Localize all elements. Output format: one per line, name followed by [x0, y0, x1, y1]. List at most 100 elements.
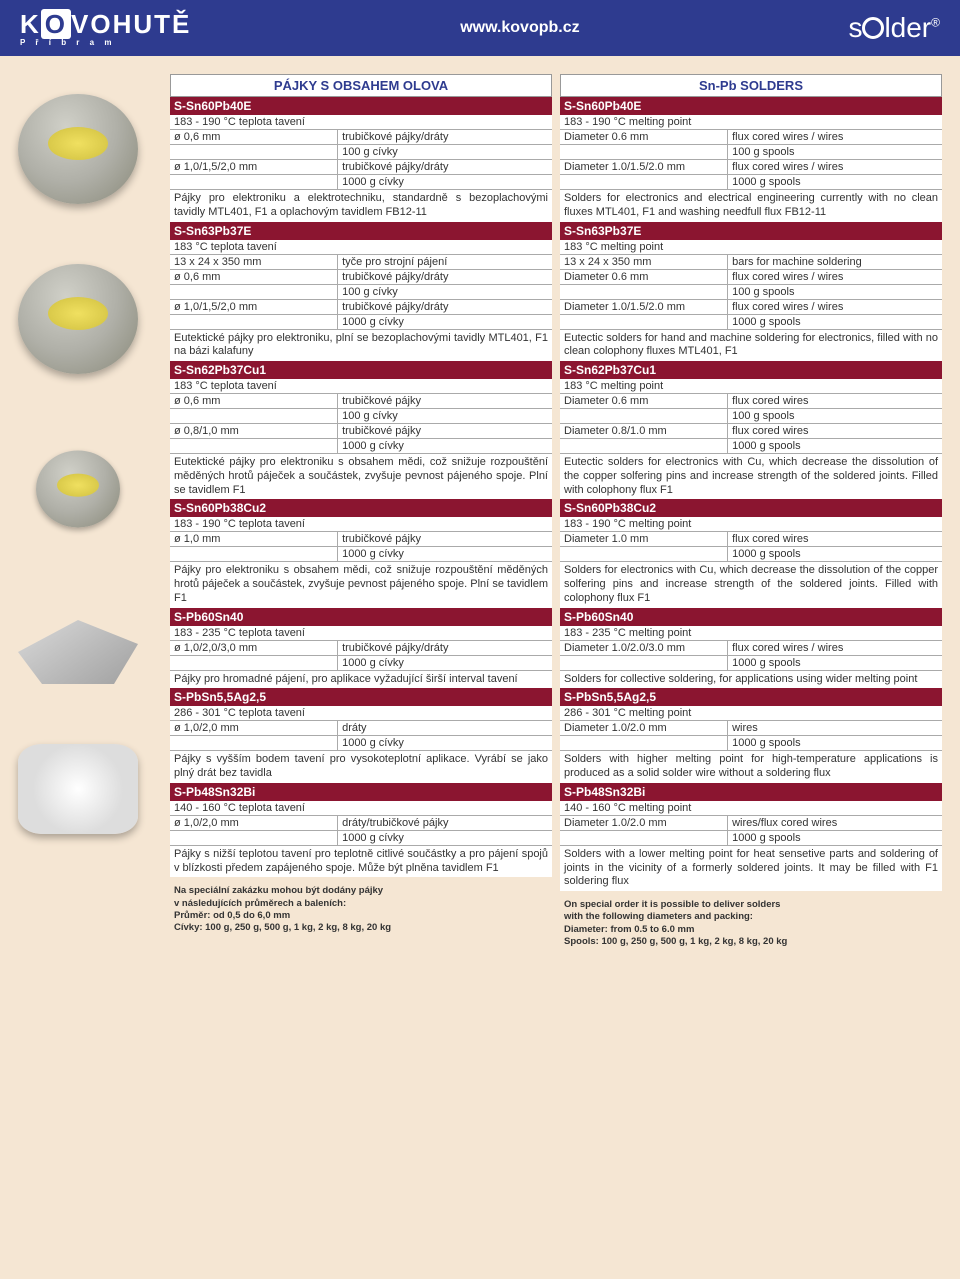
cz-data-row: ø 1,0/1,5/2,0 mmtrubičkové pájky/dráty — [170, 160, 552, 175]
cell-left — [170, 736, 338, 750]
cell-right: 100 g spools — [728, 285, 942, 299]
cz-temp-row: 183 °C teplota tavení — [170, 379, 552, 394]
cz-data-row: 1000 g cívky — [170, 831, 552, 846]
cell-left: Diameter 0.6 mm — [560, 130, 728, 144]
logo-r-s: s — [848, 12, 862, 43]
cell-left — [170, 145, 338, 159]
cell-left: 13 x 24 x 350 mm — [170, 255, 338, 269]
en-data-row: Diameter 0.8/1.0 mmflux cored wires — [560, 424, 942, 439]
cell-left — [560, 145, 728, 159]
en-data-row: 13 x 24 x 350 mmbars for machine solderi… — [560, 255, 942, 270]
cell-left: Diameter 1.0 mm — [560, 532, 728, 546]
cz-data-row: ø 0,6 mmtrubičkové pájky/dráty — [170, 130, 552, 145]
cell-left: Diameter 1.0/2.0 mm — [560, 816, 728, 830]
cell-right: wires — [728, 721, 942, 735]
cz-data-row: 13 x 24 x 350 mmtyče pro strojní pájení — [170, 255, 552, 270]
cell-left: Diameter 1.0/1.5/2.0 mm — [560, 160, 728, 174]
cell-right: 1000 g cívky — [338, 831, 552, 845]
cell-right: trubičkové pájky/dráty — [338, 160, 552, 174]
en-data-row: Diameter 0.6 mmflux cored wires / wires — [560, 130, 942, 145]
cell-right: 1000 g spools — [728, 175, 942, 189]
cell-right: 100 g cívky — [338, 285, 552, 299]
cell-right: trubičkové pájky/dráty — [338, 270, 552, 284]
cell-right: trubičkové pájky — [338, 394, 552, 408]
registered-mark: ® — [931, 16, 940, 30]
logo-r-circle — [862, 17, 884, 39]
logo-sub: P ř í b r a m — [20, 38, 191, 47]
cell-left — [560, 656, 728, 670]
en-data-row: Diameter 1.0/1.5/2.0 mmflux cored wires … — [560, 300, 942, 315]
logo-pre: K — [20, 9, 41, 39]
main-content: PÁJKY S OBSAHEM OLOVAS-Sn60Pb40E183 - 19… — [0, 56, 960, 966]
cell-left — [560, 409, 728, 423]
cell-left: ø 0,8/1,0 mm — [170, 424, 338, 438]
en-section-header: S-PbSn5,5Ag2,5 — [560, 688, 942, 706]
cell-left — [170, 547, 338, 561]
cz-description: Pájky pro elektroniku s obsahem mědi, co… — [170, 562, 552, 607]
cell-right: 1000 g spools — [728, 736, 942, 750]
cell-right: trubičkové pájky/dráty — [338, 641, 552, 655]
cell-left — [170, 409, 338, 423]
en-section-header: S-Sn60Pb40E — [560, 97, 942, 115]
cz-data-row: ø 1,0/1,5/2,0 mmtrubičkové pájky/dráty — [170, 300, 552, 315]
en-data-row: 1000 g spools — [560, 315, 942, 330]
cz-description: Pájky pro hromadné pájení, pro aplikace … — [170, 671, 552, 689]
en-title: Sn-Pb SOLDERS — [560, 74, 942, 97]
cell-left: ø 1,0/1,5/2,0 mm — [170, 160, 338, 174]
cz-data-row: ø 1,0/2,0 mmdráty/trubičkové pájky — [170, 816, 552, 831]
cell-left — [560, 315, 728, 329]
cell-left: Diameter 1.0/2.0/3.0 mm — [560, 641, 728, 655]
cell-left — [170, 315, 338, 329]
cell-right: 1000 g cívky — [338, 656, 552, 670]
en-temp-row: 183 - 235 °C melting point — [560, 626, 942, 641]
column-czech: PÁJKY S OBSAHEM OLOVAS-Sn60Pb40E183 - 19… — [170, 74, 552, 948]
cell-left — [170, 656, 338, 670]
cz-section-header: S-Pb60Sn40 — [170, 608, 552, 626]
en-description: Solders for electronics and electrical e… — [560, 190, 942, 222]
cz-data-row: ø 1,0 mmtrubičkové pájky — [170, 532, 552, 547]
cell-right: 100 g cívky — [338, 145, 552, 159]
cell-left — [170, 439, 338, 453]
cz-data-row: ø 1,0/2,0/3,0 mmtrubičkové pájky/dráty — [170, 641, 552, 656]
cz-temp-row: 183 - 235 °C teplota tavení — [170, 626, 552, 641]
en-data-row: Diameter 0.6 mmflux cored wires / wires — [560, 270, 942, 285]
en-data-row: Diameter 1.0/2.0/3.0 mmflux cored wires … — [560, 641, 942, 656]
logo-box: O — [41, 9, 71, 39]
content-columns: PÁJKY S OBSAHEM OLOVAS-Sn60Pb40E183 - 19… — [170, 74, 942, 948]
cz-description: Eutektické pájky pro elektroniku, plní s… — [170, 330, 552, 362]
product-image-bars — [18, 604, 138, 684]
en-temp-row: 140 - 160 °C melting point — [560, 801, 942, 816]
cell-left: ø 1,0/2,0 mm — [170, 816, 338, 830]
cz-section-header: S-Pb48Sn32Bi — [170, 783, 552, 801]
en-description: Eutectic solders for hand and machine so… — [560, 330, 942, 362]
cz-temp-row: 183 - 190 °C teplota tavení — [170, 517, 552, 532]
cell-right: flux cored wires — [728, 394, 942, 408]
cz-data-row: 1000 g cívky — [170, 439, 552, 454]
cell-right: 1000 g cívky — [338, 736, 552, 750]
cz-footer-note: Na speciální zakázku mohou být dodány pá… — [170, 877, 552, 934]
cell-left: Diameter 1.0/1.5/2.0 mm — [560, 300, 728, 314]
en-description: Solders with a lower melting point for h… — [560, 846, 942, 891]
cell-right: flux cored wires / wires — [728, 160, 942, 174]
cell-left — [560, 831, 728, 845]
cz-section-header: S-Sn60Pb38Cu2 — [170, 499, 552, 517]
cz-section-header: S-Sn60Pb40E — [170, 97, 552, 115]
en-section-header: S-Sn63Pb37E — [560, 222, 942, 240]
en-data-row: 100 g spools — [560, 409, 942, 424]
en-data-row: Diameter 1.0/2.0 mmwires/flux cored wire… — [560, 816, 942, 831]
cell-left: ø 0,6 mm — [170, 130, 338, 144]
cz-description: Pájky pro elektroniku a elektrotechniku,… — [170, 190, 552, 222]
cz-description: Pájky s nižší teplotou tavení pro teplot… — [170, 846, 552, 878]
en-section-header: S-Pb48Sn32Bi — [560, 783, 942, 801]
en-description: Solders with higher melting point for hi… — [560, 751, 942, 783]
product-image-pellets — [18, 744, 138, 834]
en-data-row: 100 g spools — [560, 145, 942, 160]
cell-right: 1000 g cívky — [338, 439, 552, 453]
cell-right: dráty/trubičkové pájky — [338, 816, 552, 830]
cell-right: trubičkové pájky/dráty — [338, 300, 552, 314]
cell-left — [560, 285, 728, 299]
en-data-row: 1000 g spools — [560, 439, 942, 454]
en-data-row: 1000 g spools — [560, 547, 942, 562]
cell-right: flux cored wires / wires — [728, 300, 942, 314]
cell-left — [170, 175, 338, 189]
